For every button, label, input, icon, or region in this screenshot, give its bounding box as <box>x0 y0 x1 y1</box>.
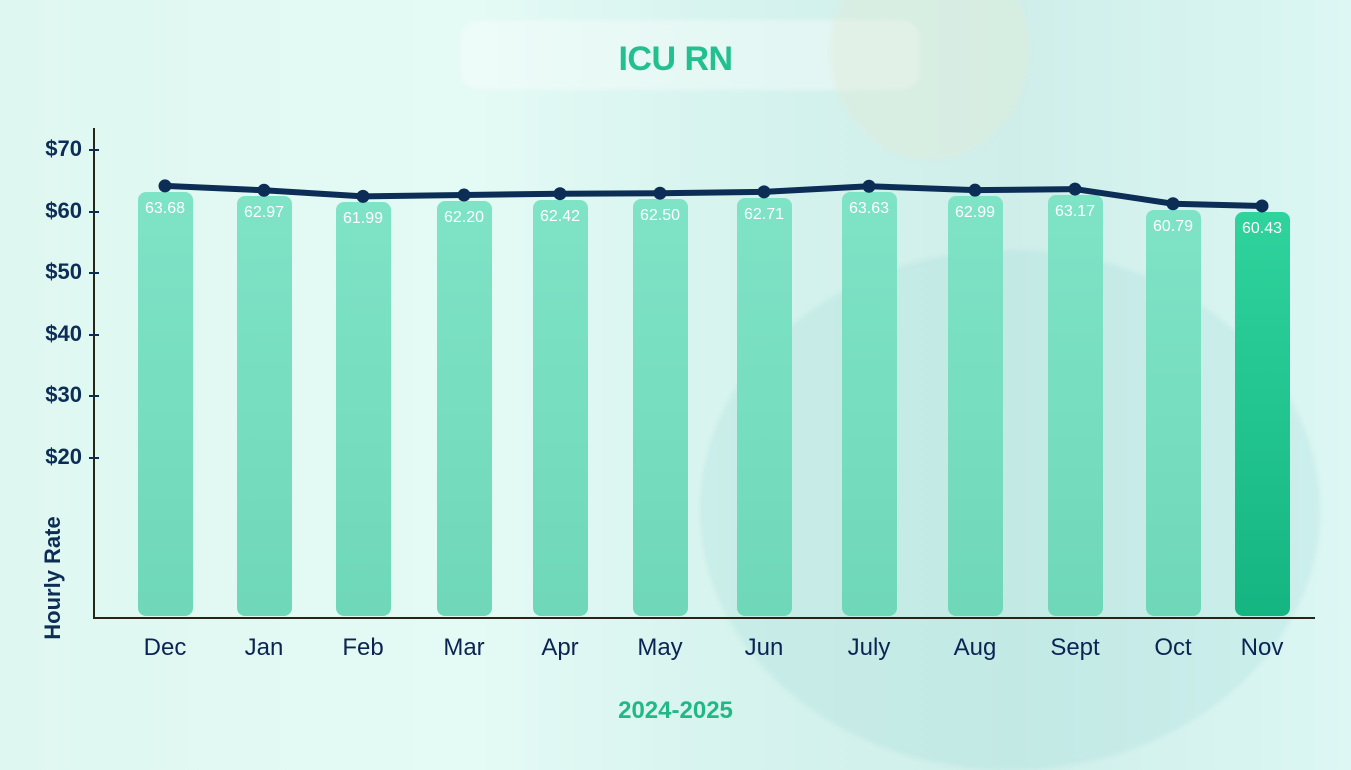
line-point <box>862 179 876 193</box>
bar-nov <box>1235 211 1290 616</box>
x-tick-label: Dec <box>143 634 187 661</box>
value-label: 60.79 <box>1152 217 1194 235</box>
line-point <box>1166 197 1180 211</box>
value-label: 62.42 <box>539 207 581 225</box>
x-axis-title: 2024-2025 <box>618 697 733 724</box>
x-tick-label: Feb <box>342 634 384 661</box>
bar-feb <box>336 202 391 616</box>
bar-may <box>633 199 688 616</box>
value-label: 61.99 <box>342 210 384 228</box>
line-point <box>553 187 567 201</box>
line-point <box>1068 182 1082 196</box>
x-axis <box>93 617 1315 619</box>
x-tick-label: Jun <box>744 634 784 661</box>
bar-dec <box>138 191 193 616</box>
bar-aug <box>948 196 1003 616</box>
x-tick-label: July <box>847 634 891 661</box>
y-tick <box>89 457 99 459</box>
line-point <box>356 189 370 203</box>
bar-mar <box>437 201 492 616</box>
value-label: 63.68 <box>144 199 186 217</box>
value-label: 60.43 <box>1241 219 1283 237</box>
y-tick-label: $40 <box>45 320 82 346</box>
bar-apr <box>533 199 588 616</box>
y-tick-label: $70 <box>45 136 82 161</box>
y-tick <box>89 149 99 151</box>
x-tick-label: May <box>637 634 683 661</box>
bar-oct <box>1146 209 1201 616</box>
bar-jan <box>237 196 292 616</box>
x-tick-label: Mar <box>443 634 485 661</box>
y-tick <box>89 272 99 275</box>
chart-title: ICU RN <box>618 40 733 78</box>
y-tick <box>89 395 99 398</box>
y-axis <box>93 128 95 619</box>
value-label: 62.97 <box>243 204 285 222</box>
line-point <box>158 179 172 193</box>
bar-jun <box>737 197 792 616</box>
line-point <box>257 183 271 197</box>
bar-sept <box>1048 195 1103 616</box>
y-tick <box>89 210 99 213</box>
value-label: 62.71 <box>743 205 785 223</box>
x-tick-label: Sept <box>1050 634 1100 661</box>
background-shape <box>460 20 920 90</box>
bar-july <box>842 192 897 616</box>
x-tick-label: Aug <box>953 634 997 661</box>
y-tick-label: $30 <box>45 382 82 408</box>
value-label: 62.50 <box>639 207 681 225</box>
line-point <box>1255 199 1269 213</box>
x-tick-label: Apr <box>541 634 579 661</box>
x-tick-label: Jan <box>244 634 284 661</box>
y-tick <box>89 333 99 336</box>
x-tick-label: Oct <box>1154 634 1192 661</box>
x-tick-label: Nov <box>1240 634 1284 661</box>
value-label: 62.99 <box>954 204 996 222</box>
background-shape <box>700 250 1320 770</box>
line-point <box>653 186 667 200</box>
y-tick-label: $50 <box>45 259 82 285</box>
line-point <box>457 188 471 202</box>
value-label: 63.63 <box>848 200 890 218</box>
value-label: 63.17 <box>1054 203 1096 221</box>
y-tick-label: $60 <box>45 197 82 223</box>
line-point <box>757 185 771 199</box>
value-label: 62.20 <box>443 209 485 227</box>
line-point <box>968 183 982 197</box>
y-tick-label: $20 <box>45 444 82 469</box>
